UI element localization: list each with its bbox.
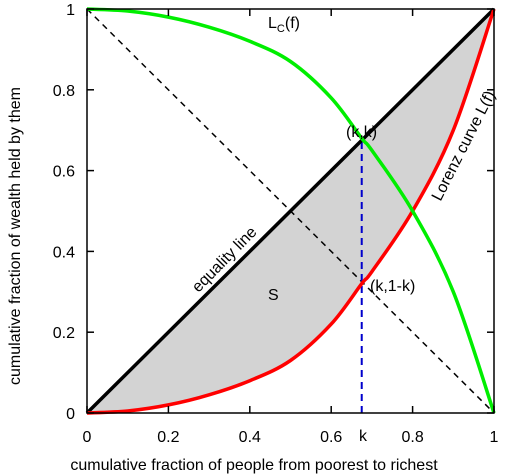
y-tick-label: 1 xyxy=(66,2,75,19)
axis-ticks: 0 0.2 0.4 0.6 0.8 1 0 0.2 0.4 0.6 0.8 1 xyxy=(53,2,499,446)
x-tick-label: 0.8 xyxy=(401,429,423,446)
kk-label: (k,k) xyxy=(346,124,377,141)
k-tick-label: k xyxy=(359,428,368,445)
y-axis-label: cumulative fraction of wealth held by th… xyxy=(7,87,24,385)
plot-frame xyxy=(86,8,495,414)
x-axis-label: cumulative fraction of people from poore… xyxy=(70,457,438,474)
x-tick-label: 0.2 xyxy=(157,429,179,446)
complementary-lorenz-curve xyxy=(86,7,496,414)
x-tick-label: 0 xyxy=(83,429,92,446)
lorenz-curve xyxy=(86,8,496,415)
x-tick-label: 0.4 xyxy=(239,429,261,446)
y-tick-label: 0.2 xyxy=(53,325,75,342)
lc-label: LC(f) xyxy=(268,15,300,35)
equality-line xyxy=(85,7,496,415)
y-tick-label: 0 xyxy=(66,406,75,423)
x-tick-label: 1 xyxy=(490,429,499,446)
y-tick-label: 0.6 xyxy=(53,164,75,181)
y-tick-label: 0.4 xyxy=(53,244,75,261)
k1k-label: (k,1-k) xyxy=(370,278,415,295)
x-tick-label: 0.6 xyxy=(320,429,342,446)
y-tick-label: 0.8 xyxy=(53,83,75,100)
area-s-label: S xyxy=(268,287,279,304)
